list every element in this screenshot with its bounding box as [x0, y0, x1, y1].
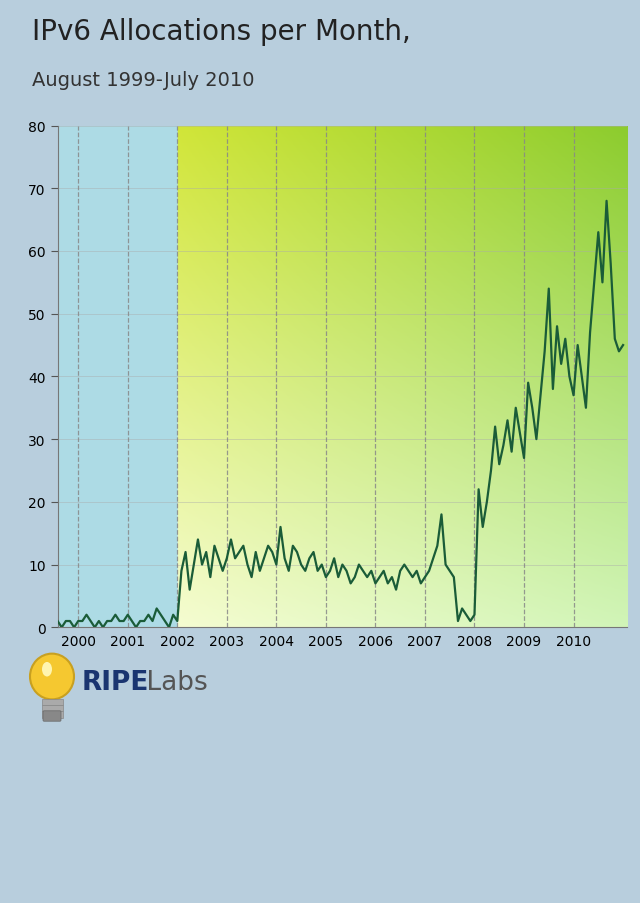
Text: August 1999-July 2010: August 1999-July 2010: [32, 70, 255, 89]
Ellipse shape: [42, 662, 52, 676]
FancyBboxPatch shape: [42, 699, 63, 705]
FancyBboxPatch shape: [42, 705, 63, 712]
Text: RIPE: RIPE: [82, 669, 149, 695]
FancyBboxPatch shape: [42, 712, 63, 718]
FancyBboxPatch shape: [43, 711, 61, 721]
Text: Labs: Labs: [138, 669, 208, 695]
Circle shape: [30, 654, 74, 700]
Text: IPv6 Allocations per Month,: IPv6 Allocations per Month,: [32, 18, 411, 46]
